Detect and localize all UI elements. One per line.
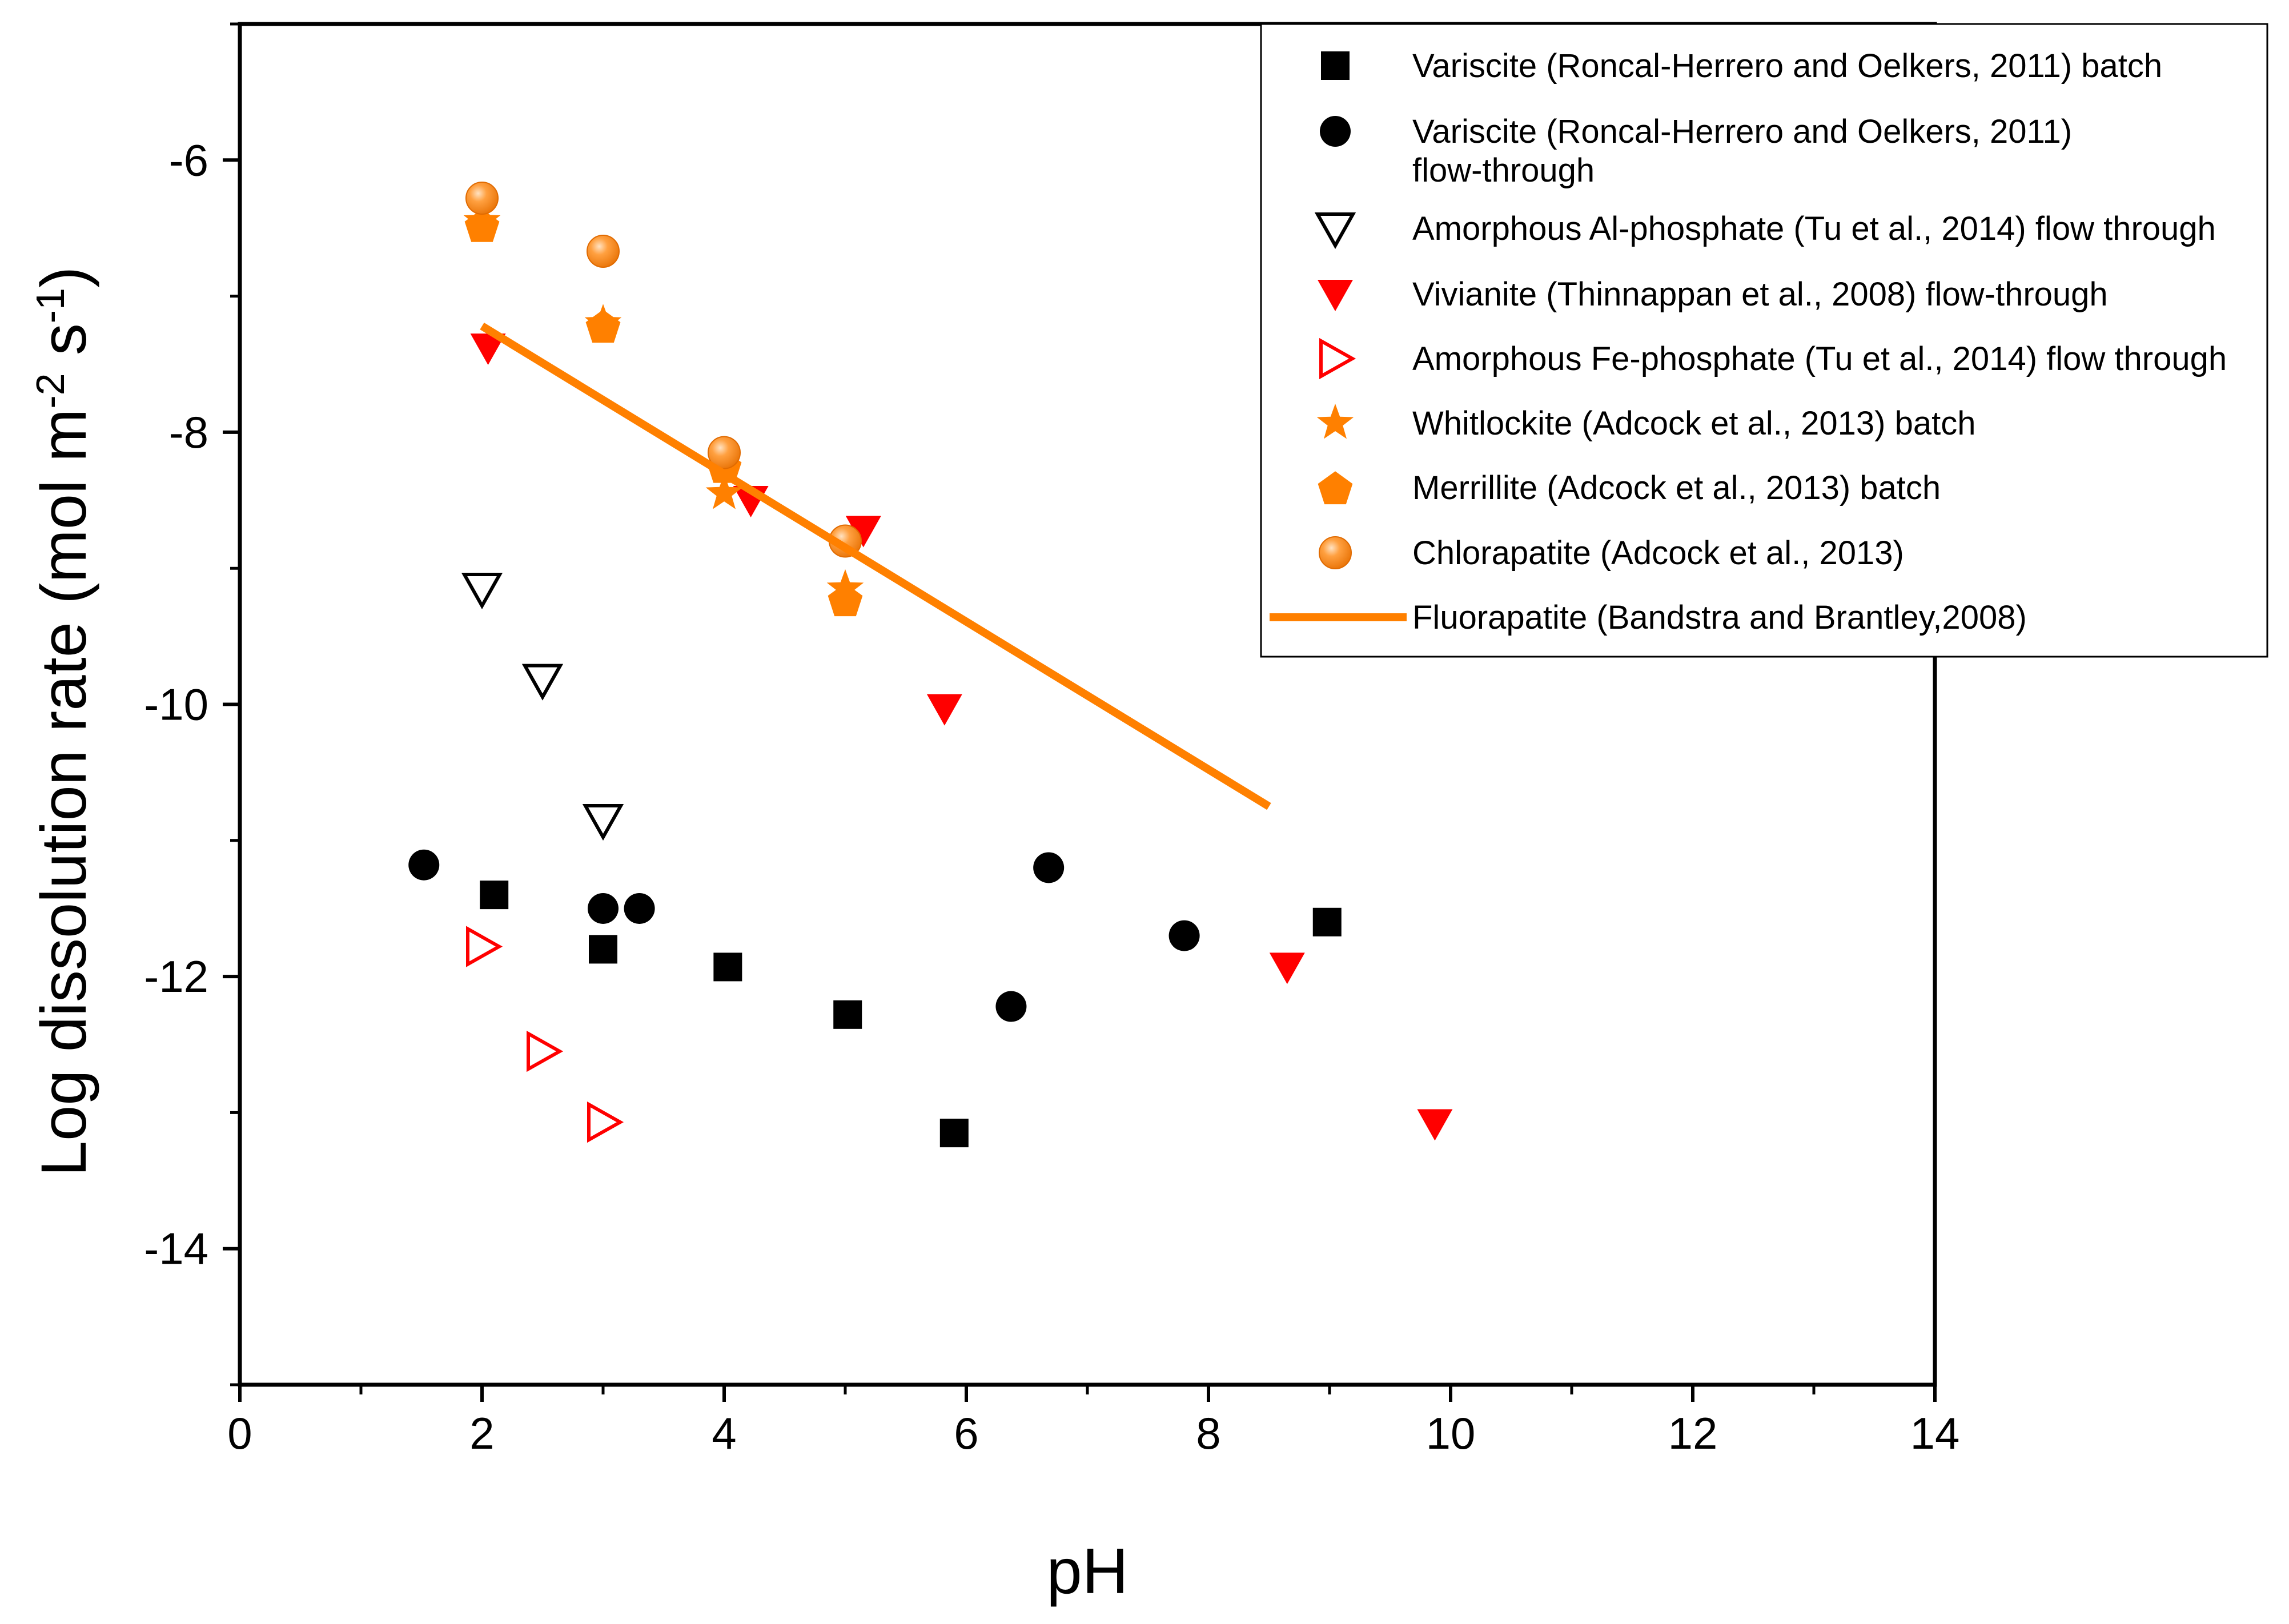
legend-label: Amorphous Al-phosphate (Tu et al., 2014)… [1412, 210, 2216, 247]
data-point-circle-3 [995, 991, 1027, 1022]
legend-circle-icon [1320, 116, 1351, 147]
legend-label: Chlorapatite (Adcock et al., 2013) [1412, 534, 1904, 572]
data-point-triangle-down-2 [845, 516, 881, 548]
data-point-square-5 [1312, 907, 1342, 936]
y-axis-title: Log dissolution rate (mol m-2 s-1) [28, 267, 99, 1177]
data-point-square-0 [480, 881, 509, 910]
series-ball-7 [465, 182, 862, 558]
legend-label: Fluorapatite (Bandstra and Brantley,2008… [1412, 599, 2027, 636]
x-tick-label: 12 [1668, 1408, 1718, 1458]
data-point-triangle-right-2 [587, 1101, 624, 1143]
data-point-triangle-right-0 [466, 926, 503, 967]
legend-entry-0: Variscite (Roncal-Herrero and Oelkers, 2… [1321, 47, 2162, 85]
y-tick-label: -14 [144, 1224, 208, 1274]
legend-entry-5: Whitlockite (Adcock et al., 2013) batch [1316, 404, 1975, 442]
data-point-square-1 [589, 935, 617, 964]
legend-triangle-down-icon [1318, 280, 1353, 311]
series-square-0 [480, 881, 1342, 1148]
data-point-circle-4 [1033, 852, 1065, 883]
data-point-triangle-down-0 [461, 572, 503, 610]
legend-entry-1: Variscite (Roncal-Herrero and Oelkers, 2… [1320, 113, 2072, 189]
legend-entry-6: Merrillite (Adcock et al., 2013) batch [1318, 469, 1941, 507]
data-point-triangle-down-2 [582, 804, 624, 841]
x-tick-label: 8 [1196, 1408, 1220, 1458]
series-pentagon-6 [464, 208, 863, 617]
legend-label: Variscite (Roncal-Herrero and Oelkers, 2… [1412, 47, 2162, 85]
x-axis-title: pH [1046, 1535, 1128, 1607]
data-point-square-4 [939, 1119, 969, 1148]
data-point-pentagon-1 [585, 309, 621, 343]
x-tick-label: 14 [1910, 1408, 1960, 1458]
legend-triangle-right-icon [1319, 337, 1356, 380]
data-point-square-3 [833, 1000, 862, 1029]
legend-label: Merrillite (Adcock et al., 2013) batch [1412, 469, 1941, 507]
legend-label: Variscite (Roncal-Herrero and Oelkers, 2… [1412, 113, 2072, 150]
legend-square-icon [1321, 51, 1350, 80]
series-star-5 [463, 202, 864, 605]
legend-star-icon [1316, 404, 1354, 439]
data-point-circle-5 [1168, 920, 1200, 951]
legend-entry-7: Chlorapatite (Adcock et al., 2013) [1319, 534, 1904, 572]
y-axis-title-part-0: Log dissolution rate (mol m [28, 409, 99, 1177]
legend-entry-3: Vivianite (Thinnappan et al., 2008) flow… [1318, 276, 2108, 313]
data-point-pentagon-0 [464, 208, 500, 242]
legend-label: Whitlockite (Adcock et al., 2013) batch [1412, 405, 1975, 442]
x-tick-label: 2 [469, 1408, 494, 1458]
legend-label: Amorphous Fe-phosphate (Tu et al., 2014)… [1412, 340, 2227, 377]
data-point-triangle-down-5 [1417, 1109, 1453, 1141]
data-point-triangle-down-3 [926, 694, 962, 726]
data-point-triangle-right-1 [527, 1031, 564, 1072]
y-axis-title-part-2: s [28, 323, 99, 373]
data-point-ball-2 [708, 436, 741, 469]
legend-ball-icon [1319, 536, 1352, 569]
legend-pentagon-icon [1318, 471, 1353, 505]
y-axis-title-part-3: -1 [28, 288, 73, 323]
data-point-star-2 [705, 474, 743, 509]
y-tick-label: -10 [144, 680, 208, 730]
data-point-square-2 [713, 952, 742, 982]
x-tick-label: 0 [227, 1408, 252, 1458]
x-tick-label: 10 [1426, 1408, 1476, 1458]
data-point-circle-2 [624, 893, 655, 924]
data-point-triangle-down-1 [521, 664, 564, 701]
data-point-triangle-down-4 [1269, 952, 1305, 984]
y-tick-label: -6 [169, 135, 208, 185]
data-point-pentagon-3 [828, 583, 863, 617]
legend-triangle-down-icon [1314, 212, 1356, 250]
data-point-ball-0 [465, 182, 499, 215]
x-tick-label: 6 [954, 1408, 978, 1458]
y-tick-label: -8 [169, 407, 208, 457]
legend-entry-2: Amorphous Al-phosphate (Tu et al., 2014)… [1314, 210, 2216, 250]
series-triangle-right-4 [466, 926, 624, 1143]
legend-entry-4: Amorphous Fe-phosphate (Tu et al., 2014)… [1319, 337, 2227, 380]
series-line-8 [480, 323, 1271, 810]
y-tick-label: -12 [144, 951, 208, 1002]
fluorapatite-trend-line [480, 323, 1271, 810]
legend-box [1260, 23, 2268, 658]
series-triangle-down-2 [461, 572, 624, 841]
data-point-triangle-down-0 [470, 333, 506, 365]
legend-label: Vivianite (Thinnappan et al., 2008) flow… [1412, 276, 2108, 313]
data-point-ball-1 [587, 234, 620, 268]
legend-label: flow-through [1412, 152, 1595, 189]
series-triangle-down-3 [470, 333, 1453, 1141]
y-axis-title-part-1: -2 [28, 373, 73, 408]
data-point-circle-1 [588, 893, 619, 924]
legend-entry-8: Fluorapatite (Bandstra and Brantley,2008… [1270, 599, 2027, 636]
y-axis-title-part-4: ) [28, 267, 99, 288]
x-tick-label: 4 [712, 1408, 736, 1458]
data-point-circle-0 [408, 849, 440, 881]
series-circle-1 [408, 849, 1200, 1022]
